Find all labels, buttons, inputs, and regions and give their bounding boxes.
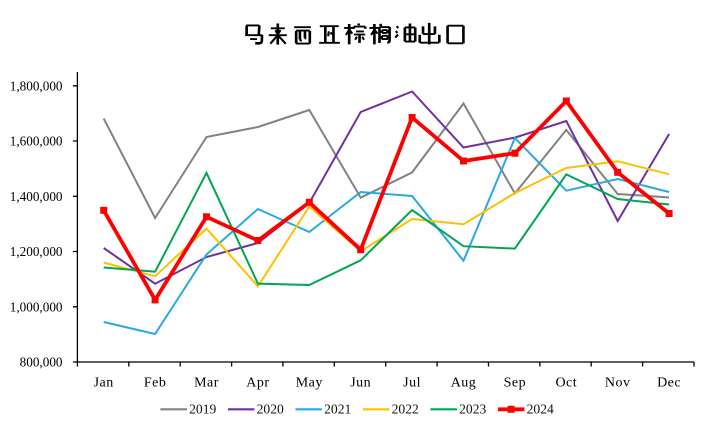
svg-text:Oct: Oct [555,376,577,391]
svg-text:1,200,000: 1,200,000 [10,244,63,259]
svg-text:800,000: 800,000 [20,355,63,370]
svg-text:Apr: Apr [246,376,269,391]
svg-text:1,400,000: 1,400,000 [10,189,63,204]
svg-text:May: May [296,376,323,391]
svg-text:2022: 2022 [392,402,419,417]
svg-text:2024: 2024 [527,402,554,417]
svg-text:Feb: Feb [144,376,167,391]
svg-text:Aug: Aug [451,376,477,391]
svg-text:Jul: Jul [403,376,421,391]
svg-text:Dec: Dec [657,376,681,391]
svg-text:1,800,000: 1,800,000 [10,78,63,93]
svg-text:Mar: Mar [194,376,219,391]
svg-text:Nov: Nov [605,376,631,391]
svg-text:Jan: Jan [94,376,114,391]
svg-text:1,600,000: 1,600,000 [10,134,63,149]
svg-text:Sep: Sep [504,376,527,391]
svg-text:2019: 2019 [189,402,216,417]
svg-text:2020: 2020 [257,402,284,417]
svg-text:2023: 2023 [459,402,486,417]
svg-text:1,000,000: 1,000,000 [10,299,63,314]
svg-text:Jun: Jun [350,376,371,391]
svg-text:2021: 2021 [324,402,351,417]
